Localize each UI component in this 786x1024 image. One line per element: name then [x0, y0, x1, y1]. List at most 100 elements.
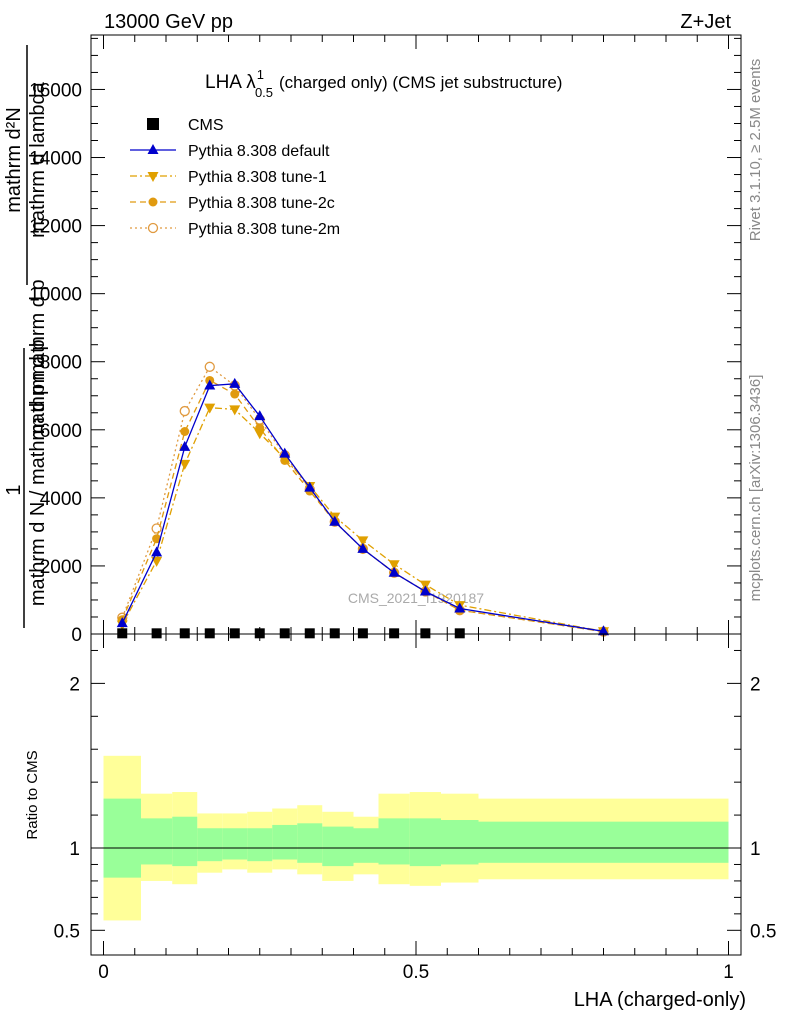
x-tick-label: 1	[723, 962, 734, 983]
ratio-band-inner	[409, 818, 441, 867]
cms-point	[229, 628, 240, 639]
ratio-bands	[103, 755, 729, 921]
data-point	[419, 585, 431, 596]
ratio-y-tick-label: 1	[69, 839, 80, 860]
ratio-y-tick-label: 2	[69, 674, 80, 695]
cms-point	[454, 628, 465, 639]
cms-point	[357, 628, 368, 639]
ratio-panel: 0.5 0.5 1 1 2 2 0 0.5 1 Ratio to CMS LHA (charg…	[24, 633, 776, 1011]
series-layer	[116, 361, 609, 638]
data-point	[229, 377, 241, 388]
ratio-y-tick-label-right: 1	[750, 839, 761, 860]
legend-marker	[147, 222, 159, 234]
svg-text:mathrm d lambda: mathrm d lambda	[27, 81, 49, 237]
cms-point	[329, 628, 340, 639]
data-point	[179, 440, 191, 451]
series-line	[121, 407, 604, 632]
ratio-x-ticks: 0 0.5 1	[98, 634, 734, 983]
y-tick-label: 6000	[40, 421, 82, 442]
svg-text:mathrm d²N: mathrm d²N	[3, 107, 25, 213]
ratio-band-inner	[247, 828, 273, 862]
y-tick-label: 16000	[29, 80, 82, 101]
svg-text:1: 1	[3, 484, 25, 495]
legend-cms-marker	[147, 118, 159, 130]
data-point	[329, 515, 341, 526]
data-point	[204, 361, 215, 372]
ratio-y-ticks: 0.5 0.5 1 1 2 2	[54, 649, 776, 942]
data-point	[304, 481, 316, 492]
cms-point	[151, 628, 162, 639]
cms-point	[389, 628, 400, 639]
y-tick-label: 0	[71, 625, 82, 646]
ratio-band-inner	[353, 828, 379, 863]
cms-point	[279, 628, 290, 639]
data-point	[179, 459, 191, 470]
series-line	[121, 383, 604, 632]
cms-point	[304, 628, 315, 639]
y-tick-label: 14000	[29, 149, 82, 170]
data-point	[151, 556, 163, 567]
rivet-label: Rivet 3.1.10, ≥ 2.5M events	[747, 59, 764, 242]
analysis-watermark: CMS_2021_I1920187	[348, 590, 484, 606]
data-point	[388, 566, 400, 577]
main-title: LHA λ1 0.5(charged only) (CMS jet substru…	[205, 67, 562, 100]
ratio-band-inner	[322, 826, 354, 867]
data-point	[357, 542, 369, 553]
legend: CMS Pythia 8.308 default Pythia 8.308 tun…	[130, 117, 340, 238]
legend-marker	[147, 172, 159, 182]
x-tick-label: 0.5	[403, 962, 429, 983]
y-tick-label: 12000	[29, 217, 82, 238]
data-point	[598, 625, 609, 636]
ratio-band-inner	[172, 816, 198, 867]
y-tick-label: 10000	[29, 285, 82, 306]
data-point	[204, 379, 216, 390]
cms-data-layer	[117, 628, 465, 639]
legend-marker	[148, 197, 158, 207]
header-right: Z+Jet	[680, 11, 731, 33]
ratio-y-tick-label: 0.5	[54, 921, 80, 942]
ratio-band-inner	[478, 821, 729, 863]
data-point	[152, 534, 162, 544]
svg-text:mathrm d p: mathrm d p	[27, 279, 49, 380]
series-0	[116, 377, 609, 636]
svg-text:mathrm d p: mathrm d p	[27, 339, 49, 440]
ratio-band-inner	[272, 824, 298, 860]
mcplots-label: mcplots.cern.ch [arXiv:1306.3436]	[747, 375, 764, 602]
main-panel: 0 2000 4000 6000 8000 10000 12000 14000 16000 CM…	[3, 34, 742, 646]
y-tick-label: 2000	[40, 557, 82, 578]
y-tick-label: 4000	[40, 489, 82, 510]
data-point	[204, 403, 216, 414]
legend-label: Pythia 8.308 default	[188, 143, 330, 160]
x-axis-label: LHA (charged-only)	[574, 989, 746, 1011]
data-point	[151, 546, 163, 557]
legend-marker	[147, 144, 159, 154]
data-point	[388, 560, 400, 571]
svg-text:mathrm d N / mathrm d p: mathrm d N / mathrm d p	[27, 384, 49, 606]
ratio-ylabel: Ratio to CMS	[24, 750, 41, 839]
data-point	[254, 410, 266, 421]
ratio-band-inner	[222, 828, 248, 860]
legend-cms-label: CMS	[188, 117, 224, 134]
header-left: 13000 GeV pp	[104, 11, 233, 33]
data-point	[254, 429, 266, 440]
y-tick-label: 8000	[40, 353, 82, 374]
data-point	[116, 617, 128, 628]
data-point	[454, 602, 466, 613]
cms-point	[254, 628, 265, 639]
main-y-ticks: 0 2000 4000 6000 8000 10000 12000 14000 16000	[29, 37, 741, 646]
legend-label: Pythia 8.308 tune-2c	[188, 195, 335, 212]
main-ylabel: mathrm d²N mathrm d lambda mathrm d p 1 …	[3, 45, 49, 628]
data-point	[179, 405, 190, 417]
ratio-band-inner	[297, 823, 323, 863]
x-tick-label: 0	[98, 962, 109, 983]
data-point	[151, 523, 162, 534]
legend-label: Pythia 8.308 tune-1	[188, 169, 327, 186]
cms-point	[179, 628, 190, 639]
data-point	[357, 536, 369, 547]
cms-point	[420, 628, 431, 639]
ratio-band-inner	[378, 818, 410, 865]
data-point	[279, 447, 291, 458]
ratio-y-tick-label-right: 2	[750, 674, 761, 695]
data-point	[180, 426, 190, 436]
